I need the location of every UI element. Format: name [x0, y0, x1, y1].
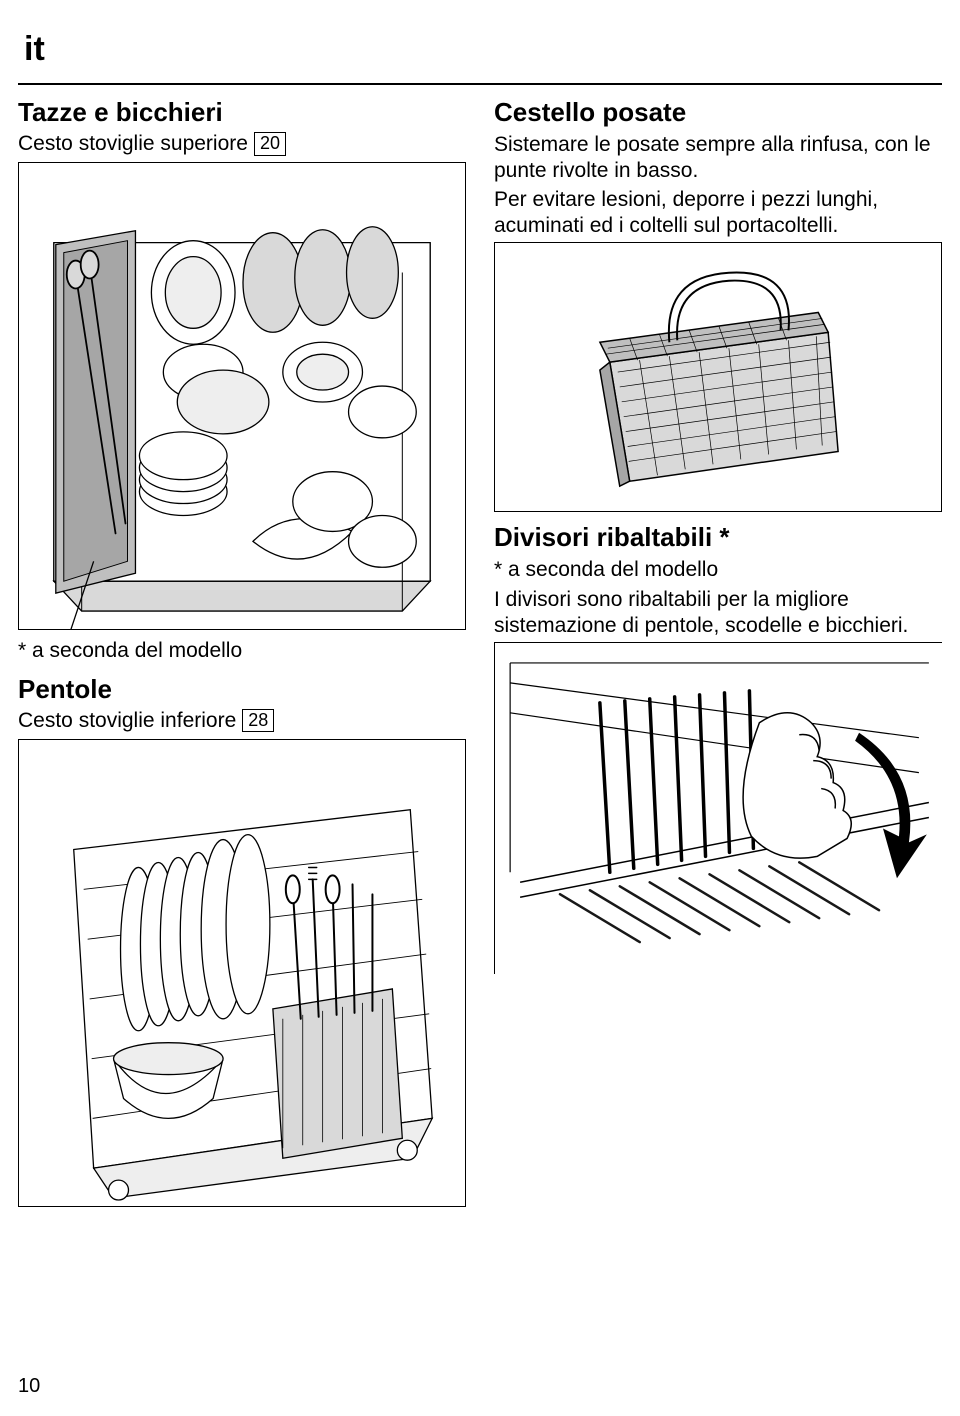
figure-foldable-tines [494, 642, 942, 974]
note-seconda-modello-1: * a seconda del modello [18, 638, 466, 664]
subhead-text: Cesto stoviglie superiore [18, 132, 248, 156]
text-divisori-p1: I divisori sono ribaltabili per la migli… [494, 587, 942, 638]
section-title-divisori: Divisori ribaltabili * [494, 522, 942, 553]
text-cestello-p2: Per evitare lesioni, deporre i pezzi lun… [494, 187, 942, 238]
page-number: 10 [18, 1375, 40, 1398]
section-title-pentole: Pentole [18, 674, 466, 705]
subhead-text-2: Cesto stoviglie inferiore [18, 709, 236, 733]
left-column: Tazze e bicchieri Cesto stoviglie superi… [18, 95, 466, 1215]
text-cestello-p1: Sistemare le posate sempre alla rinfusa,… [494, 132, 942, 183]
header-rule [18, 83, 942, 85]
ref-box-28: 28 [242, 709, 274, 733]
subhead-cesto-inferiore: Cesto stoviglie inferiore 28 [18, 709, 466, 733]
foldable-tines-svg [495, 643, 942, 974]
ref-box-20: 20 [254, 132, 286, 156]
note-seconda-modello-2: * a seconda del modello [494, 557, 942, 583]
lower-rack-svg [19, 740, 465, 1206]
figure-upper-rack [18, 162, 466, 630]
cutlery-basket-svg [495, 243, 941, 511]
figure-cutlery-basket [494, 242, 942, 512]
section-title-tazze: Tazze e bicchieri [18, 97, 466, 128]
subhead-cesto-superiore: Cesto stoviglie superiore 20 [18, 132, 466, 156]
figure-lower-rack [18, 739, 466, 1207]
right-column: Cestello posate Sistemare le posate semp… [494, 95, 942, 1215]
section-title-cestello: Cestello posate [494, 97, 942, 128]
upper-rack-svg [19, 163, 465, 629]
two-column-layout: Tazze e bicchieri Cesto stoviglie superi… [18, 95, 942, 1215]
language-header: it [18, 30, 942, 69]
